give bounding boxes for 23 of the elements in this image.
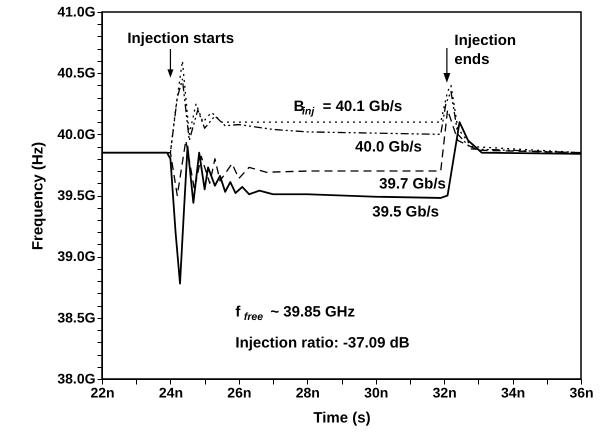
y-tick-label: 41.0G bbox=[57, 4, 96, 20]
y-tick-label: 40.5G bbox=[57, 64, 96, 81]
x-axis-title: Time (s) bbox=[313, 410, 371, 426]
annotation: Injection starts bbox=[127, 30, 234, 47]
annotation: Injection ratio: -37.09 dB bbox=[235, 334, 410, 352]
y-tick-label: 38.0G bbox=[57, 370, 96, 386]
y-tick-label: 39.5G bbox=[57, 187, 96, 203]
x-tick-label: 26n bbox=[227, 384, 252, 400]
y-tick-label: 38.5G bbox=[57, 309, 96, 326]
series-label: 39.5 Gb/s bbox=[372, 203, 439, 220]
x-tick-label: 24n bbox=[158, 384, 183, 400]
series-label: 39.7 Gb/s bbox=[379, 175, 446, 192]
y-tick-label: 39.0G bbox=[57, 248, 96, 264]
x-tick-label: 36n bbox=[569, 384, 594, 400]
annotation: Injection ends bbox=[454, 32, 516, 68]
x-tick-label: 34n bbox=[501, 384, 526, 400]
y-tick-label: 40.0G bbox=[57, 126, 96, 142]
x-tick-label: 30n bbox=[364, 384, 388, 400]
x-tick-label: 28n bbox=[296, 384, 320, 400]
y-axis-title: Frequency (Hz) bbox=[29, 142, 46, 250]
series-label: 40.0 Gb/s bbox=[355, 138, 422, 156]
x-tick-label: 22n bbox=[90, 384, 115, 400]
x-tick-label: 32n bbox=[432, 384, 457, 400]
